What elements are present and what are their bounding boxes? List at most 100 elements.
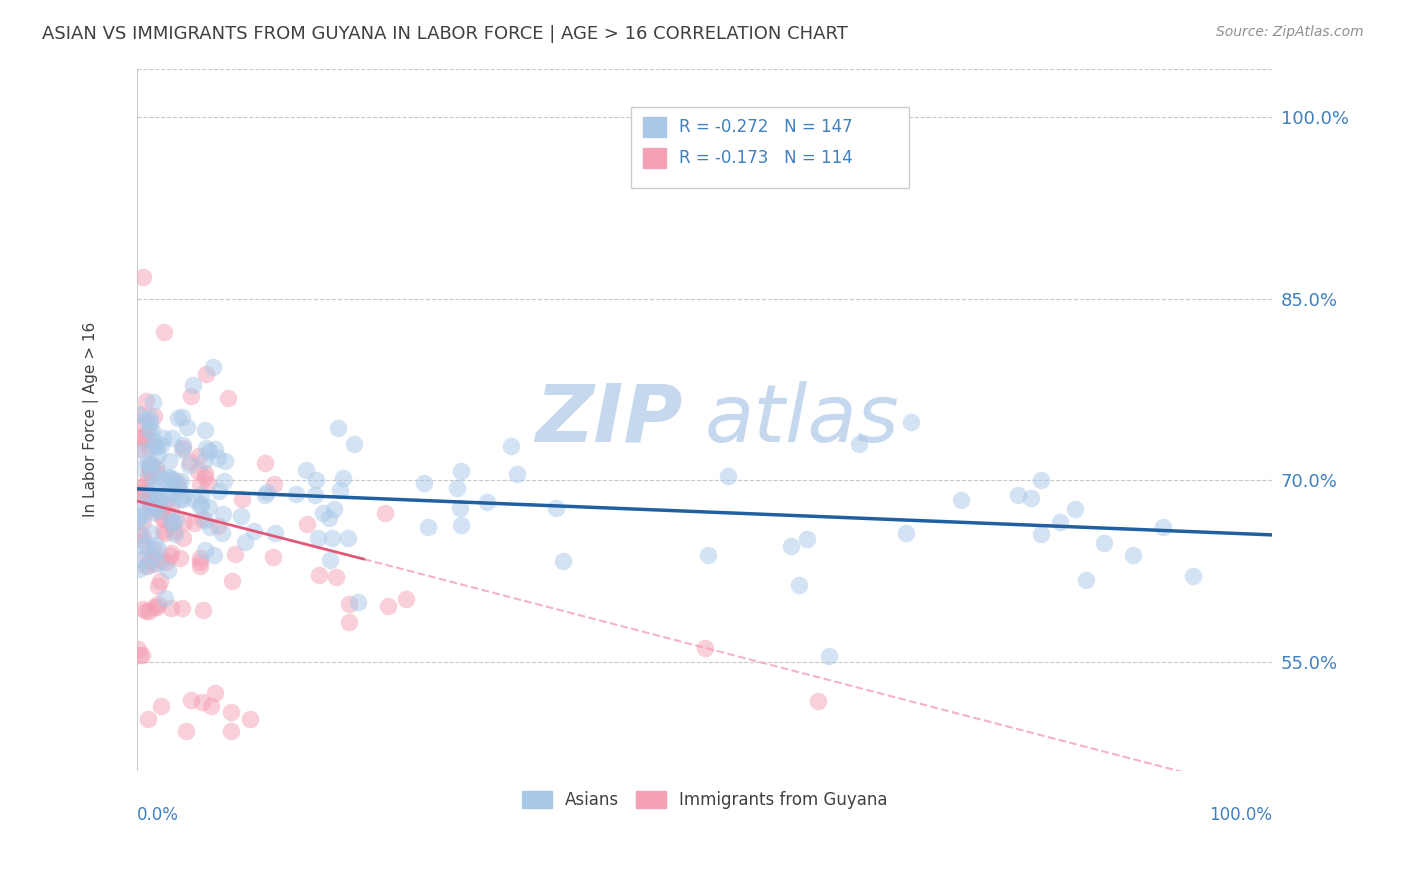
Point xyxy=(172,492,194,507)
Point xyxy=(157,563,180,577)
Point xyxy=(818,648,841,663)
Point xyxy=(141,463,163,477)
Point xyxy=(165,512,187,526)
Point xyxy=(449,501,471,516)
Point xyxy=(129,551,152,566)
Point xyxy=(159,549,181,564)
Point xyxy=(188,450,211,464)
Point xyxy=(165,527,187,541)
Point xyxy=(169,550,191,565)
Point xyxy=(128,561,150,575)
Point xyxy=(146,597,169,611)
Point xyxy=(416,520,439,534)
Point xyxy=(128,508,150,522)
Point xyxy=(321,531,343,545)
Point xyxy=(132,602,155,616)
Point xyxy=(194,467,217,481)
Point xyxy=(139,465,162,479)
Point xyxy=(693,640,716,655)
Point xyxy=(131,486,153,500)
Point xyxy=(1092,535,1115,549)
Point xyxy=(153,496,176,510)
Point xyxy=(157,454,180,468)
Point xyxy=(337,597,360,611)
Point xyxy=(807,693,830,707)
Point xyxy=(128,460,150,475)
Point xyxy=(322,502,344,516)
Point xyxy=(139,458,162,473)
Point xyxy=(142,394,165,409)
Point xyxy=(201,359,224,374)
Point xyxy=(170,443,193,458)
Point xyxy=(1007,488,1029,502)
Point xyxy=(217,391,239,405)
Point xyxy=(155,591,177,605)
Point xyxy=(194,513,217,527)
Point xyxy=(136,712,159,726)
Point xyxy=(157,471,180,485)
Point xyxy=(146,579,169,593)
Point xyxy=(180,389,202,403)
Point xyxy=(142,549,165,564)
Point xyxy=(143,497,166,511)
Point xyxy=(197,444,219,458)
Point xyxy=(135,491,157,506)
Point xyxy=(139,492,162,507)
Point xyxy=(894,526,917,541)
Point xyxy=(177,458,200,473)
Point xyxy=(135,476,157,491)
Point xyxy=(172,441,194,455)
Point xyxy=(139,525,162,540)
Point xyxy=(243,524,266,539)
Point xyxy=(129,648,152,662)
Point xyxy=(190,695,212,709)
Point xyxy=(145,465,167,479)
Point xyxy=(135,538,157,552)
Point xyxy=(145,461,167,475)
Point xyxy=(174,724,197,739)
Point xyxy=(159,508,181,523)
Point xyxy=(142,557,165,571)
Text: 100.0%: 100.0% xyxy=(1209,806,1272,824)
Point xyxy=(170,601,193,615)
Point xyxy=(136,559,159,574)
Point xyxy=(200,698,222,713)
Point xyxy=(319,553,342,567)
Point xyxy=(142,434,165,449)
Point xyxy=(900,415,922,429)
Point xyxy=(153,526,176,541)
Point xyxy=(139,415,162,429)
Point xyxy=(207,519,229,533)
Point xyxy=(131,648,153,662)
Point xyxy=(208,483,231,498)
Point xyxy=(146,542,169,557)
Point xyxy=(135,559,157,574)
Point xyxy=(162,479,184,493)
Point xyxy=(214,454,236,468)
Point xyxy=(332,471,354,485)
Point xyxy=(328,483,350,497)
Point xyxy=(193,453,215,467)
Point xyxy=(200,520,222,534)
Point xyxy=(194,423,217,437)
FancyBboxPatch shape xyxy=(643,116,668,138)
Point xyxy=(138,604,160,618)
Point xyxy=(325,570,347,584)
Point xyxy=(284,487,307,501)
Point xyxy=(135,604,157,618)
Point xyxy=(179,455,201,469)
Point xyxy=(304,488,326,502)
Point xyxy=(152,524,174,539)
Point xyxy=(1049,515,1071,529)
Point xyxy=(1074,573,1097,587)
Point xyxy=(138,489,160,503)
Point xyxy=(139,457,162,471)
Point xyxy=(194,441,217,455)
Point xyxy=(160,431,183,445)
Point xyxy=(159,500,181,515)
Point xyxy=(142,600,165,615)
Point xyxy=(219,723,242,738)
Point xyxy=(167,411,190,425)
Point xyxy=(198,500,221,514)
Point xyxy=(188,500,211,514)
